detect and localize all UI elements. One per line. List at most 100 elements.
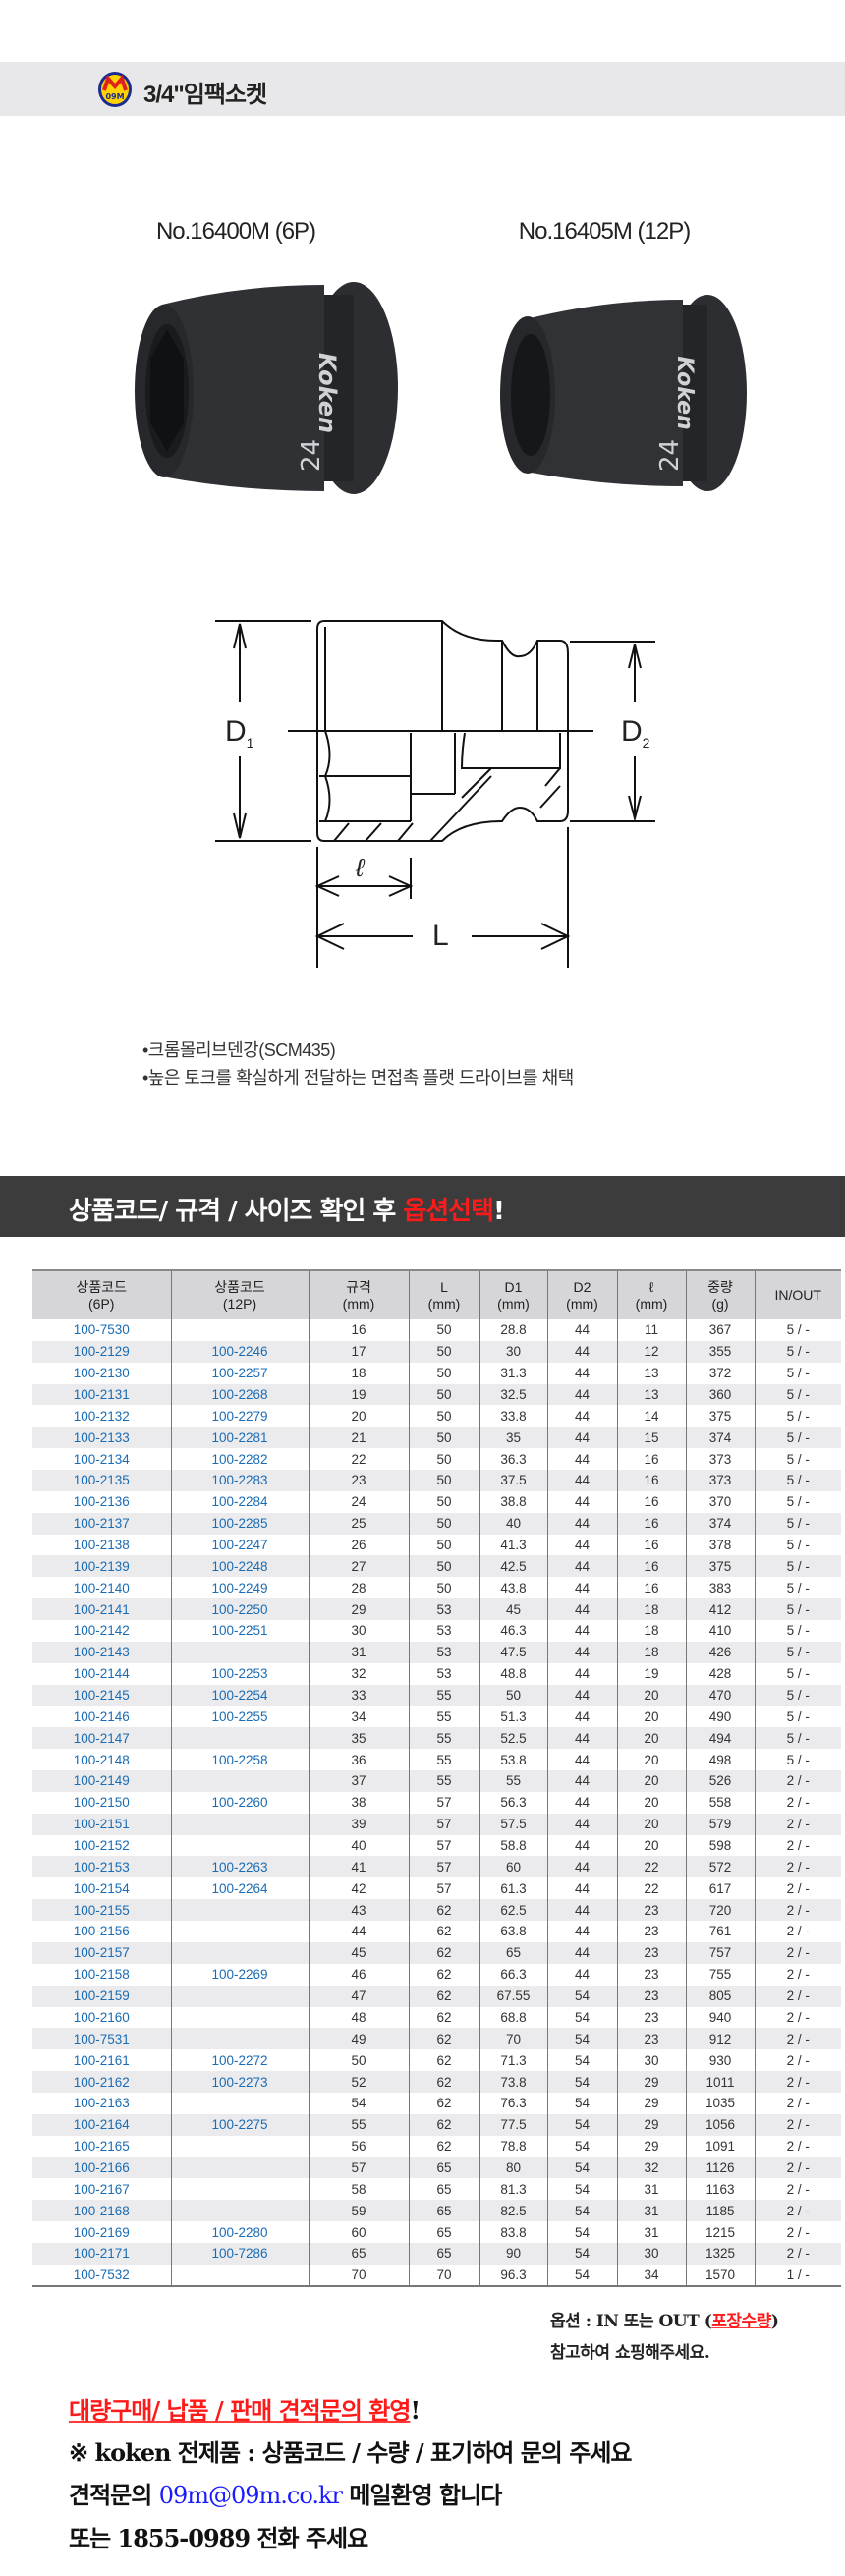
table-cell: 31 [616,2178,686,2201]
table-cell: 25 [308,1512,409,1535]
table-cell: 44 [546,1727,617,1750]
email-link[interactable]: 09m@09m.co.kr [158,2482,343,2509]
column-header-label: IN/OUT [774,1287,821,1303]
table-cell: 16 [616,1512,686,1535]
column-header-unit: (mm) [635,1295,668,1312]
product-code-cell: 100-2158 [73,1967,130,1983]
l-small-label: ℓ [356,853,365,882]
contact-line: 견적문의 09m@09m.co.kr 메일환영 합니다 [69,2481,502,2509]
d1-label: D1 [225,715,254,751]
table-cell: 20 [616,1727,686,1750]
column-header-unit: (6P) [88,1295,115,1312]
table-cell: 55 [408,1706,479,1728]
column-header-label: ℓ [648,1278,654,1295]
table-cell: 5 / - [754,1534,841,1556]
table-cell: 62 [408,2006,479,2029]
option-note: 옵션 : IN 또는 OUT (포장수량) 참고하여 쇼핑해주세요. [550,2312,779,2363]
product-code-cell: 100-2152 [73,1838,130,1854]
product-code-cell: 100-2147 [32,1727,171,1750]
table-cell: 2 / - [754,1899,841,1922]
table-cell: 5 / - [754,1448,841,1471]
table-cell: 65 [408,2221,479,2243]
product-code-cell: 100-2130 [73,1366,130,1381]
table-cell: 54 [546,2156,617,2179]
table-cell: 31 [616,2200,686,2222]
product-code-cell [170,2264,309,2287]
table-cell: 41 [308,1856,409,1878]
table-cell: 18 [616,1598,686,1621]
table-cell: 53.8 [479,1749,547,1771]
table-cell: 29 [308,1598,409,1621]
table-cell: 20 [616,1770,686,1792]
product-code-cell: 100-2150 [73,1795,130,1811]
table-cell: 5 / - [754,1340,841,1363]
table-cell: 2 / - [754,2221,841,2243]
table-row: 100-2161 100-2272 50 62 71.3 54 30 930 2 / - [32,2049,841,2072]
product-code-cell: 100-2149 [32,1770,171,1792]
column-header: 규격 (mm) [308,1270,409,1319]
table-row: 100-2150 100-2260 38 57 56.3 44 20 558 2 / - [32,1791,841,1814]
table-row: 100-2162 100-2273 52 62 73.8 54 29 1011 2 / - [32,2071,841,2093]
table-cell: 5 / - [754,1405,841,1428]
column-header: L (mm) [408,1270,479,1319]
table-cell: 61.3 [479,1877,547,1900]
table-cell: 2 / - [754,2200,841,2222]
table-cell: 41.3 [479,1534,547,1556]
product-code-cell: 100-2145 [32,1684,171,1707]
table-cell: 44 [546,1921,617,1942]
product-code-cell: 100-2166 [32,2156,171,2179]
brand-logo: 09M [98,72,132,107]
table-cell: 1126 [685,2156,755,2179]
table-cell: 54 [546,2264,617,2287]
table-cell: 558 [685,1791,755,1814]
table-cell: 29 [616,2071,686,2093]
table-cell: 383 [685,1577,755,1599]
column-header-label: 규격 [346,1278,371,1295]
product-code-cell: 100-2167 [73,2181,130,2197]
column-header-label: D1 [504,1278,523,1295]
product-code-cell: 100-2285 [170,1512,309,1535]
table-cell: 50 [408,1405,479,1428]
table-cell: 572 [685,1856,755,1878]
table-cell: 29 [616,2113,686,2136]
contact-info: 대량구매/ 납품 / 판매 견적문의 환영! ※ koken 전제품 : 상품코… [69,2389,632,2559]
product-code-cell [170,1921,309,1942]
product-code-cell: 100-2273 [170,2071,309,2093]
table-cell: 378 [685,1534,755,1556]
product-code-cell: 100-2141 [32,1598,171,1621]
table-cell: 76.3 [479,2092,547,2114]
table-cell: 2 / - [754,1985,841,2007]
table-cell: 50 [408,1470,479,1491]
table-cell: 45 [308,1941,409,1964]
table-cell: 47.5 [479,1641,547,1663]
table-cell: 62.5 [479,1899,547,1922]
table-row: 100-2155 43 62 62.5 44 23 720 2 / - [32,1899,841,1922]
product-code-cell: 100-2168 [32,2200,171,2222]
table-cell: 54 [546,2221,617,2243]
table-row: 100-2160 48 62 68.8 54 23 940 2 / - [32,2006,841,2029]
table-cell: 50 [479,1684,547,1707]
table-cell: 16 [308,1319,409,1341]
column-header-label: 중량 [707,1278,733,1295]
table-row: 100-2149 37 55 55 44 20 526 2 / - [32,1770,841,1792]
product-code-cell: 100-2160 [73,2009,130,2025]
product-code-cell: 100-2132 [73,1408,130,1424]
table-cell: 5 / - [754,1362,841,1384]
table-cell: 55 [308,2113,409,2136]
product-code-cell: 100-7531 [32,2028,171,2050]
product-code-cell: 100-2246 [170,1340,309,1363]
table-cell: 30 [616,2049,686,2072]
table-cell: 59 [308,2200,409,2222]
table-cell: 73.8 [479,2071,547,2093]
product-code-cell: 100-7530 [73,1322,130,1338]
product-code-cell [170,2156,309,2179]
column-header: IN/OUT [754,1270,841,1319]
table-cell: 54 [546,2242,617,2265]
table-cell: 30 [308,1620,409,1642]
table-cell: 490 [685,1706,755,1728]
table-cell: 370 [685,1490,755,1513]
column-header: D1 (mm) [479,1270,547,1319]
table-cell: 45 [479,1598,547,1621]
table-cell: 1035 [685,2092,755,2114]
table-cell: 62 [408,1921,479,1942]
